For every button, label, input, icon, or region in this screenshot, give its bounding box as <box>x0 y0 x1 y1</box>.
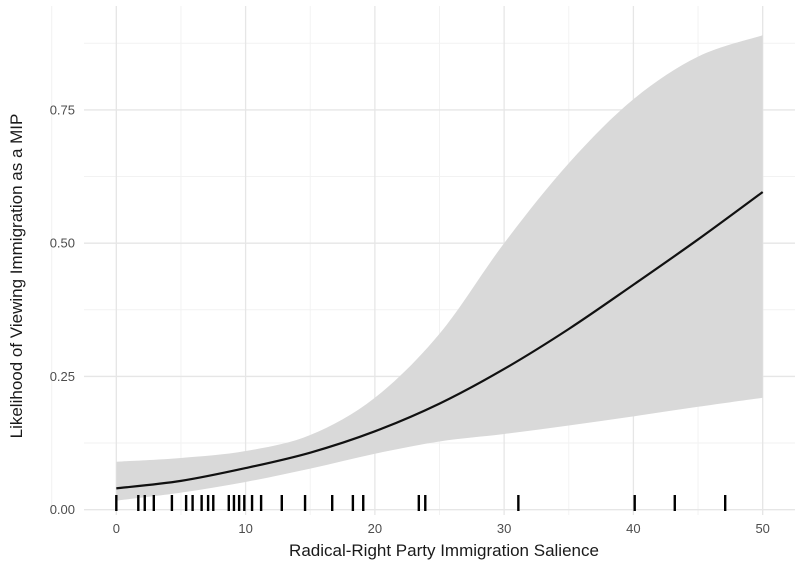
confidence-band <box>116 35 763 501</box>
fitted-line-layer <box>116 191 764 490</box>
x-tick-label: 30 <box>497 521 511 536</box>
x-tick-labels: 0 10 20 30 40 50 <box>113 521 770 536</box>
y-tick-label: 0.00 <box>50 502 75 517</box>
y-tick-label: 0.50 <box>50 236 75 251</box>
fitted-line <box>116 191 764 490</box>
x-tick-label: 20 <box>368 521 382 536</box>
confidence-band-layer <box>116 35 763 501</box>
y-axis-title: Likelihood of Viewing Immigration as a M… <box>7 114 26 439</box>
x-axis-title: Radical-Right Party Immigration Salience <box>289 541 599 560</box>
x-tick-label: 0 <box>113 521 120 536</box>
x-tick-label: 50 <box>755 521 769 536</box>
x-tick-label: 10 <box>238 521 252 536</box>
y-tick-label: 0.25 <box>50 369 75 384</box>
x-tick-label: 40 <box>626 521 640 536</box>
rug-layer <box>115 495 727 511</box>
y-tick-labels: 0.00 0.25 0.50 0.75 <box>50 102 75 517</box>
y-tick-label: 0.75 <box>50 102 75 117</box>
